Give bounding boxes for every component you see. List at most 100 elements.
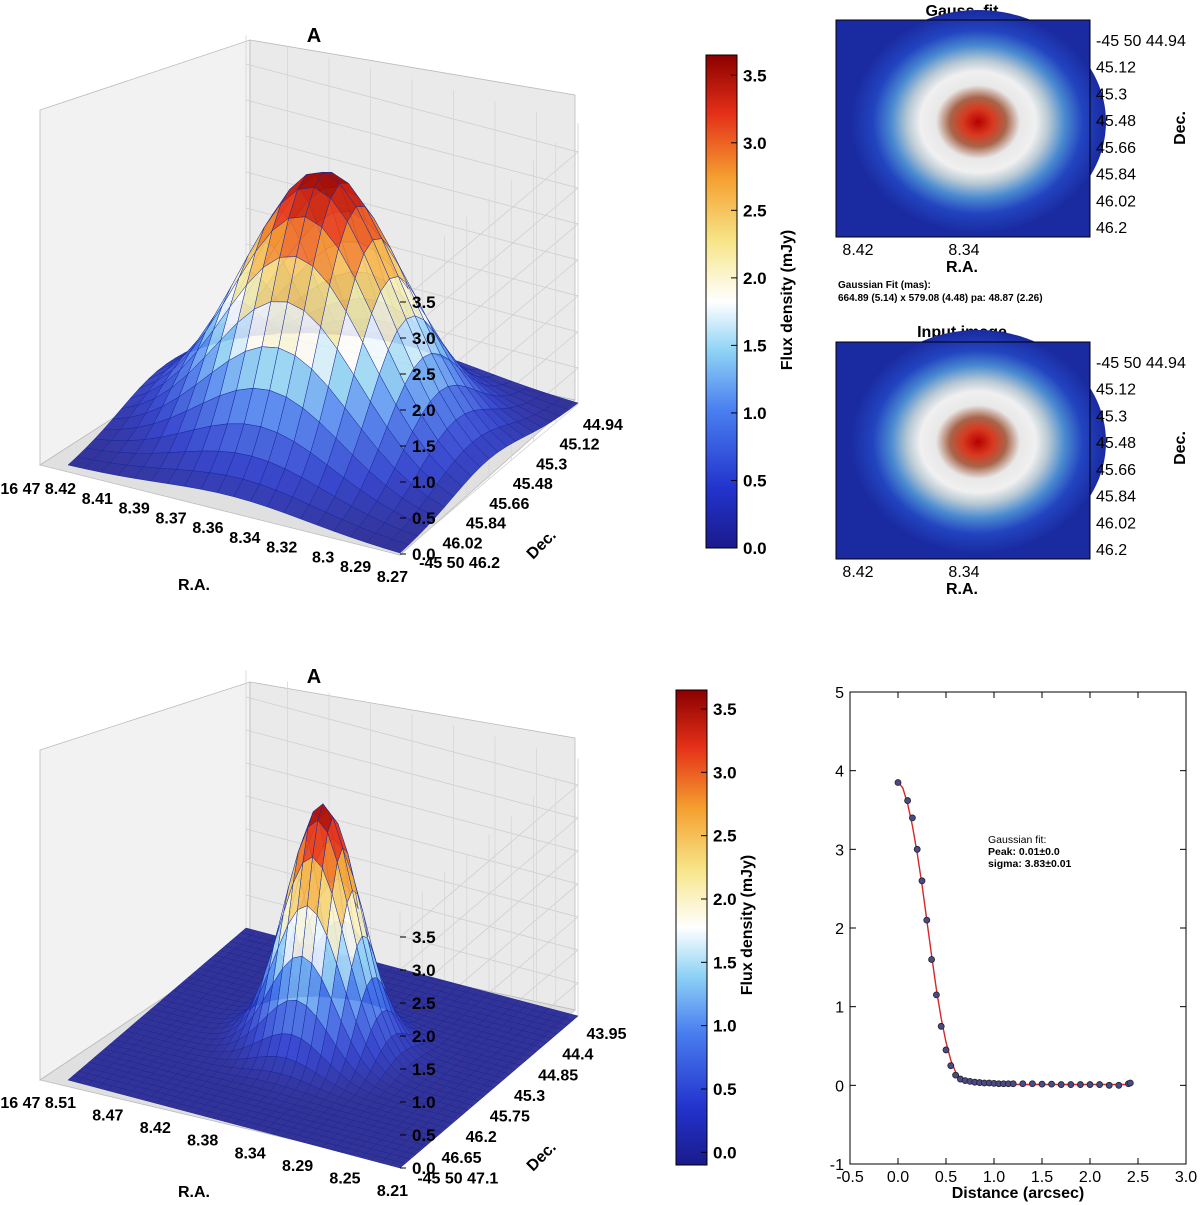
colorbar-tick-label: 0.0 <box>713 1143 737 1162</box>
image-y-tick-label: 45.66 <box>1096 462 1136 479</box>
image-y-tick-label: 45.48 <box>1096 113 1136 130</box>
z-tick-label: 3.0 <box>412 961 436 980</box>
image-y-tick-label: 46.2 <box>1096 220 1127 237</box>
profile-data-point <box>1067 1081 1075 1088</box>
image-y-tick-label: -45 50 44.94 <box>1096 355 1186 372</box>
profile-data-point <box>933 991 940 999</box>
image-x-tick-label: 8.42 <box>842 242 873 259</box>
profile-data-point <box>942 1046 950 1054</box>
dec-tick-label: 45.75 <box>490 1109 530 1126</box>
radial-profile-frame <box>849 691 1187 1165</box>
surface-plot-bottom: A 0.0 0.5 1.0 1.5 2.0 2.5 3.0 3.5 16 47 8.51 8.4… <box>0 666 626 1201</box>
ra-tick-label: 8.25 <box>329 1170 360 1187</box>
image-y-tick-label: 46.02 <box>1096 515 1136 532</box>
image-y-tick-label: 45.84 <box>1096 167 1136 184</box>
radial-profile-plot: -0.5 0.0 0.5 1.0 1.5 2.0 2.5 3.0 -1 0 1 2 3 4 5 Gaussi… <box>830 685 1197 1202</box>
profile-y-tick-label: 1 <box>835 1000 844 1017</box>
profile-x-tick-label: 2.0 <box>1079 1169 1101 1186</box>
profile-data-point <box>913 845 921 853</box>
dec-tick-label: -45 50 47.1 <box>417 1170 498 1187</box>
input-image-ra-label: R.A. <box>946 581 978 598</box>
surface-top-mesh <box>67 171 579 554</box>
input-image-panel: Input image 8.428.34-45 50 44.9445.1245.… <box>835 324 1189 598</box>
colorbar-tick-label: 1.5 <box>713 953 737 972</box>
colorbar-top-ticks: 0.0 0.5 1.0 1.5 2.0 2.5 3.0 3.5 <box>731 66 767 558</box>
z-tick-label: 0.5 <box>412 1126 436 1145</box>
ra-tick-label: 8.42 <box>140 1120 171 1137</box>
dec-tick-label: 46.2 <box>466 1129 497 1146</box>
dec-tick-label: 46.65 <box>441 1150 481 1167</box>
gauss-fit-ra-label: R.A. <box>946 259 978 276</box>
profile-x-tick-label: 0.5 <box>935 1169 957 1186</box>
input-image-ticks: 8.42 8.34 -45 50 44.94 45.12 45.3 45.48 45.66 4… <box>842 355 1186 581</box>
profile-data-point <box>904 797 911 804</box>
radial-profile-x-label: Distance (arcsec) <box>952 1185 1085 1202</box>
colorbar-bottom-ticks: 0.0 0.5 1.0 1.5 2.0 2.5 3.0 3.5 <box>701 700 737 1162</box>
profile-data-point <box>1029 1080 1036 1088</box>
ra-tick-label: 8.37 <box>156 510 187 527</box>
profile-data-point <box>1019 1080 1027 1088</box>
profile-data-point <box>1077 1081 1084 1088</box>
profile-data-point <box>928 956 935 963</box>
ra-tick-label: 8.29 <box>340 559 371 576</box>
colorbar-tick-label: 3.5 <box>743 66 767 85</box>
image-y-tick-label: 45.3 <box>1096 86 1127 103</box>
radial-profile-ticks: -0.5 0.0 0.5 1.0 1.5 2.0 2.5 3.0 -1 0 1 2 3 4 5 <box>830 685 1197 1186</box>
colorbar-tick-label: 2.5 <box>713 827 737 846</box>
colorbar-tick-label: 0.5 <box>713 1080 737 1099</box>
profile-data-point <box>1115 1081 1123 1089</box>
colorbar-tick-label: 2.5 <box>743 201 767 220</box>
image-y-tick-label: 45.84 <box>1096 489 1136 506</box>
surface-face <box>67 456 95 470</box>
profile-data-point <box>909 814 916 822</box>
image-y-tick-label: 46.02 <box>1096 193 1136 210</box>
profile-data-point <box>894 779 902 786</box>
profile-data-point <box>1048 1080 1055 1088</box>
input-image-blob <box>850 330 1106 554</box>
profile-y-tick-label: 4 <box>835 764 844 781</box>
profile-y-tick-label: 3 <box>835 842 844 859</box>
z-tick-label: 2.0 <box>412 1027 436 1046</box>
z-tick-label: 1.5 <box>412 1060 436 1079</box>
profile-data-point <box>952 1071 959 1079</box>
profile-x-tick-label: 2.5 <box>1127 1169 1149 1186</box>
colorbar-tick-label: 0.0 <box>743 539 767 558</box>
ra-tick-label: 8.34 <box>229 530 260 547</box>
dec-tick-label: 44.94 <box>583 417 623 434</box>
profile-x-tick-label: -0.5 <box>836 1169 864 1186</box>
ra-tick-label: 8.34 <box>235 1145 266 1162</box>
dec-tick-label: 46.02 <box>443 535 483 552</box>
profile-x-tick-label: 3.0 <box>1175 1169 1197 1186</box>
ra-tick-label: 8.3 <box>312 549 334 566</box>
radial-profile-annotation-line3: sigma: 3.83±0.01 <box>988 858 1072 870</box>
profile-data-point <box>1009 1080 1017 1088</box>
colorbar-tick-label: 2.0 <box>713 890 737 909</box>
profile-data-point <box>1086 1081 1094 1088</box>
z-tick-label: 2.5 <box>412 994 436 1013</box>
z-tick-label: 0.0 <box>412 545 436 564</box>
surface-top-ra-label: R.A. <box>178 577 210 594</box>
colorbar-tick-label: 1.5 <box>743 336 767 355</box>
image-y-tick-label: 45.12 <box>1096 60 1136 77</box>
colorbar-tick-label: 1.0 <box>713 1017 737 1036</box>
profile-data-point <box>1038 1080 1046 1088</box>
z-tick-label: 3.5 <box>412 928 436 947</box>
image-y-tick-label: 46.2 <box>1096 542 1127 559</box>
ra-tick-label: 8.36 <box>192 520 223 537</box>
profile-data-point <box>947 1062 955 1070</box>
profile-y-tick-label: 0 <box>835 1078 844 1095</box>
image-y-tick-label: 45.3 <box>1096 408 1127 425</box>
surface-bottom-title: A <box>307 666 321 688</box>
z-tick-label: 0.0 <box>412 1159 436 1178</box>
surface-top-z-ticks: 0.0 0.5 1.0 1.5 2.0 2.5 3.0 3.5 <box>400 293 436 564</box>
profile-data-point <box>937 1022 945 1030</box>
ra-tick-label: 8.39 <box>119 501 150 518</box>
profile-y-tick-label: -1 <box>830 1157 844 1174</box>
colorbar-tick-label: 3.0 <box>743 134 767 153</box>
surface-bottom-mesh <box>67 803 579 1169</box>
dec-tick-label: 45.3 <box>514 1088 545 1105</box>
dec-tick-label: 43.95 <box>586 1026 626 1043</box>
ra-tick-label: 8.21 <box>377 1183 408 1200</box>
colorbar-tick-label: 2.0 <box>743 269 767 288</box>
dec-tick-label: 45.12 <box>559 437 599 454</box>
